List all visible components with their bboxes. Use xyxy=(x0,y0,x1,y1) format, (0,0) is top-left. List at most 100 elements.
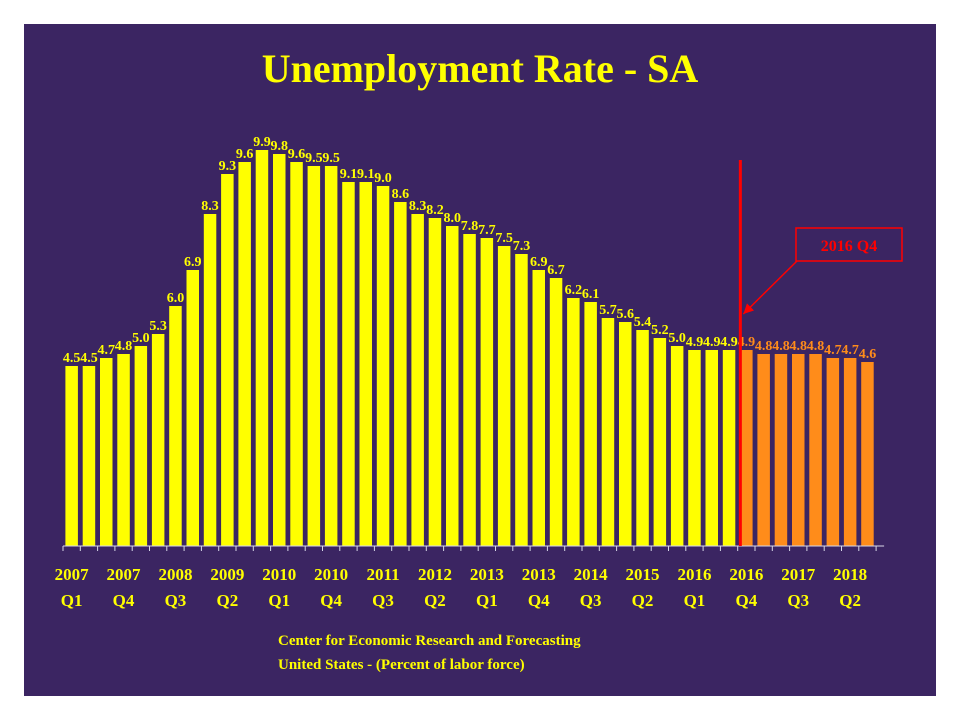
actual-bar xyxy=(446,226,459,546)
actual-bar xyxy=(411,214,424,546)
actual-bar xyxy=(636,330,649,546)
actual-bar xyxy=(376,186,390,546)
x-tick-quarter: Q1 xyxy=(476,591,498,610)
bars-group xyxy=(65,150,874,546)
actual-bar xyxy=(342,182,355,546)
actual-bar xyxy=(65,366,78,546)
x-tick-quarter: Q4 xyxy=(113,591,135,610)
actual-bar xyxy=(601,318,615,546)
actual-bar xyxy=(359,182,372,546)
bar-value-label: 6.9 xyxy=(184,255,202,270)
value-labels-group: 4.5 4.54.7 4.85.05.36.06.98.39.39.69.9 9.89… xyxy=(63,135,876,366)
bar-value-label: 4.7 xyxy=(824,343,842,358)
bar-value-label: 5.6 xyxy=(617,307,635,322)
actual-bar xyxy=(169,306,182,546)
callout-arrowhead xyxy=(743,303,754,314)
x-tick-quarter: Q1 xyxy=(268,591,290,610)
source-line-2: United States - (Percent of labor force) xyxy=(278,657,525,673)
x-tick-year: 2009 xyxy=(210,565,244,584)
source-line-1: Center for Economic Research and Forecas… xyxy=(278,633,581,649)
bar-value-label: 7.3 xyxy=(513,239,531,254)
bar-value-label: 9.1 xyxy=(340,167,358,182)
actual-bar xyxy=(549,278,563,546)
actual-bar xyxy=(273,154,286,546)
bar-value-label: 9.5 xyxy=(322,151,340,166)
forecast-bar xyxy=(861,362,874,546)
bar-value-label: 9.5 xyxy=(305,151,323,166)
bar-value-label: 4.9 xyxy=(686,335,704,350)
bar-value-label: 4.5 xyxy=(63,351,81,366)
bar-value-label: 5.0 xyxy=(668,331,686,346)
callout-label: 2016 Q4 xyxy=(821,238,877,255)
actual-bar xyxy=(688,350,701,546)
bar-value-label: 4.8 xyxy=(755,339,773,354)
actual-bar xyxy=(394,202,407,546)
x-tick-quarter: Q4 xyxy=(735,591,757,610)
actual-bar xyxy=(722,350,736,546)
bar-value-label: 6.7 xyxy=(547,263,565,278)
bar-value-label: 9.6 xyxy=(236,147,254,162)
x-tick-quarter: Q1 xyxy=(61,591,83,610)
bar-value-label: 7.5 xyxy=(495,231,513,246)
actual-bar xyxy=(515,254,528,546)
x-tick-quarter: Q2 xyxy=(216,591,238,610)
x-tick-year: 2012 xyxy=(418,565,452,584)
actual-bar xyxy=(290,162,303,546)
actual-bar xyxy=(238,162,251,546)
chart-slide: Unemployment Rate - SA 4.5 4.5 4.7 4.8 5.0 5.… xyxy=(24,24,936,696)
bar-value-label: 4.7 xyxy=(98,343,116,358)
forecast-bar xyxy=(809,354,822,546)
bar-value-label: 4.9 xyxy=(738,335,756,350)
x-tick-labels: 2007 Q1 2007 Q4 2008 Q3 2009 Q2 2010 Q1 2010 Q4 2011… xyxy=(55,565,868,610)
actual-bar xyxy=(480,238,494,546)
bar-value-label: 8.3 xyxy=(409,199,427,214)
actual-bar xyxy=(705,350,718,546)
actual-bar xyxy=(619,322,632,546)
actual-bar xyxy=(653,338,667,546)
x-tick-year: 2011 xyxy=(367,565,400,584)
x-tick-quarter: Q1 xyxy=(684,591,706,610)
bar-value-label: 9.3 xyxy=(219,159,237,174)
bar-value-label: 4.8 xyxy=(807,339,825,354)
callout-arrow xyxy=(742,259,799,315)
actual-bar xyxy=(532,270,545,546)
actual-bar xyxy=(324,166,338,546)
actual-bar xyxy=(186,270,199,546)
actual-bar xyxy=(117,354,130,546)
forecast-bar xyxy=(826,358,840,546)
bar-value-label: 7.8 xyxy=(461,219,479,234)
forecast-bar xyxy=(740,350,753,546)
forecast-marker: 2016 Q4 xyxy=(738,160,903,546)
x-axis xyxy=(62,545,885,551)
bar-value-label: 4.5 xyxy=(80,351,98,366)
forecast-bar xyxy=(757,354,770,546)
bar-value-label: 8.2 xyxy=(426,203,444,218)
x-tick-year: 2010 xyxy=(314,565,348,584)
forecast-bar xyxy=(774,354,788,546)
x-tick-quarter: Q3 xyxy=(372,591,394,610)
bar-value-label: 4.8 xyxy=(790,339,808,354)
x-tick-quarter: Q3 xyxy=(165,591,187,610)
bar-value-label: 8.3 xyxy=(201,199,219,214)
x-tick-quarter: Q2 xyxy=(632,591,654,610)
bar-value-label: 6.2 xyxy=(565,283,583,298)
bar-value-label: 4.9 xyxy=(720,335,738,350)
x-tick-year: 2013 xyxy=(522,565,556,584)
actual-bar xyxy=(567,298,580,546)
x-tick-quarter: Q3 xyxy=(787,591,809,610)
x-tick-year: 2016 xyxy=(677,565,711,584)
unemployment-chart: Unemployment Rate - SA 4.5 4.54.7 4.85.05.… xyxy=(24,24,936,696)
bar-value-label: 5.7 xyxy=(599,303,617,318)
x-tick-quarter: Q3 xyxy=(580,591,602,610)
bar-value-label: 5.4 xyxy=(634,315,652,330)
actual-bar xyxy=(497,246,511,546)
x-tick-year: 2016 xyxy=(729,565,763,584)
x-tick-year: 2013 xyxy=(470,565,504,584)
bar-value-label: 6.9 xyxy=(530,255,548,270)
bar-value-label: 4.8 xyxy=(115,339,133,354)
x-tick-year: 2018 xyxy=(833,565,867,584)
bar-value-label: 9.8 xyxy=(271,139,289,154)
x-tick-year: 2007 xyxy=(55,565,90,584)
x-tick-quarter: Q4 xyxy=(320,591,342,610)
bar-value-label: 9.0 xyxy=(374,171,392,186)
